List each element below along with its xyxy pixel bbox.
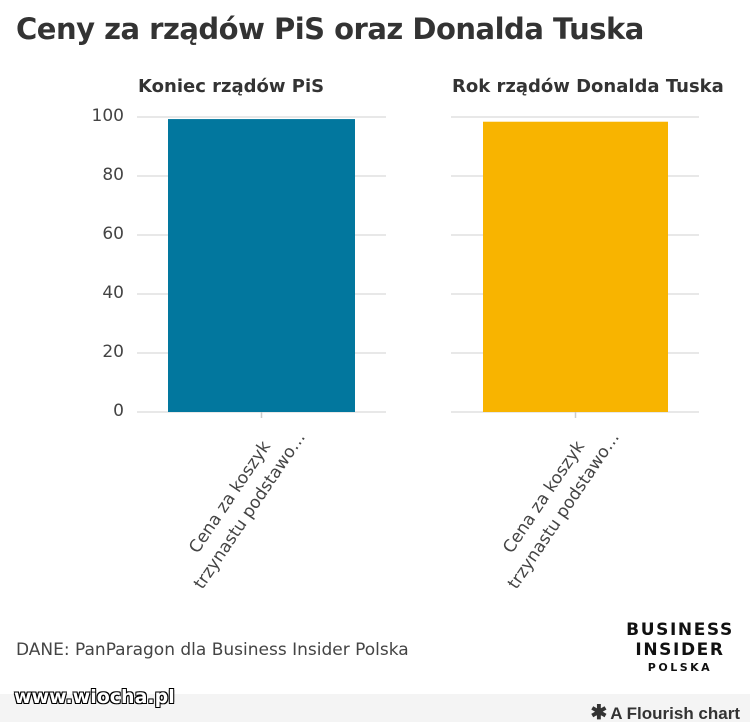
y-tick-label: 60 — [102, 224, 124, 244]
panel-title-tusk: Rok rządów Donalda Tuska — [452, 76, 724, 97]
logo-line-2: INSIDER — [635, 640, 725, 660]
bar-chart — [137, 116, 699, 418]
asterisk-icon: ✱ — [590, 702, 608, 724]
logo-line-3: POLSKA — [647, 661, 713, 674]
logo-line-1: BUSINESS — [626, 620, 734, 640]
footer-bar — [0, 694, 750, 722]
business-insider-logo: BUSINESS INSIDER POLSKA — [618, 620, 742, 676]
y-tick-label: 0 — [113, 401, 124, 421]
y-tick-label: 100 — [91, 106, 124, 126]
bar-pis[interactable] — [168, 119, 355, 412]
flourish-credit-text: A Flourish chart — [610, 704, 740, 723]
bar-tusk[interactable] — [483, 121, 668, 412]
y-tick-label: 20 — [102, 342, 124, 362]
chart-title: Ceny za rządów PiS oraz Donalda Tuska — [16, 12, 644, 46]
y-tick-label: 40 — [102, 283, 124, 303]
panel-title-pis: Koniec rządów PiS — [138, 76, 325, 97]
flourish-credit-link[interactable]: ✱ A Flourish chart — [591, 700, 740, 725]
y-tick-label: 80 — [102, 165, 124, 185]
source-note: DANE: PanParagon dla Business Insider Po… — [16, 640, 409, 660]
watermark: www.wiocha.pl — [14, 686, 175, 708]
